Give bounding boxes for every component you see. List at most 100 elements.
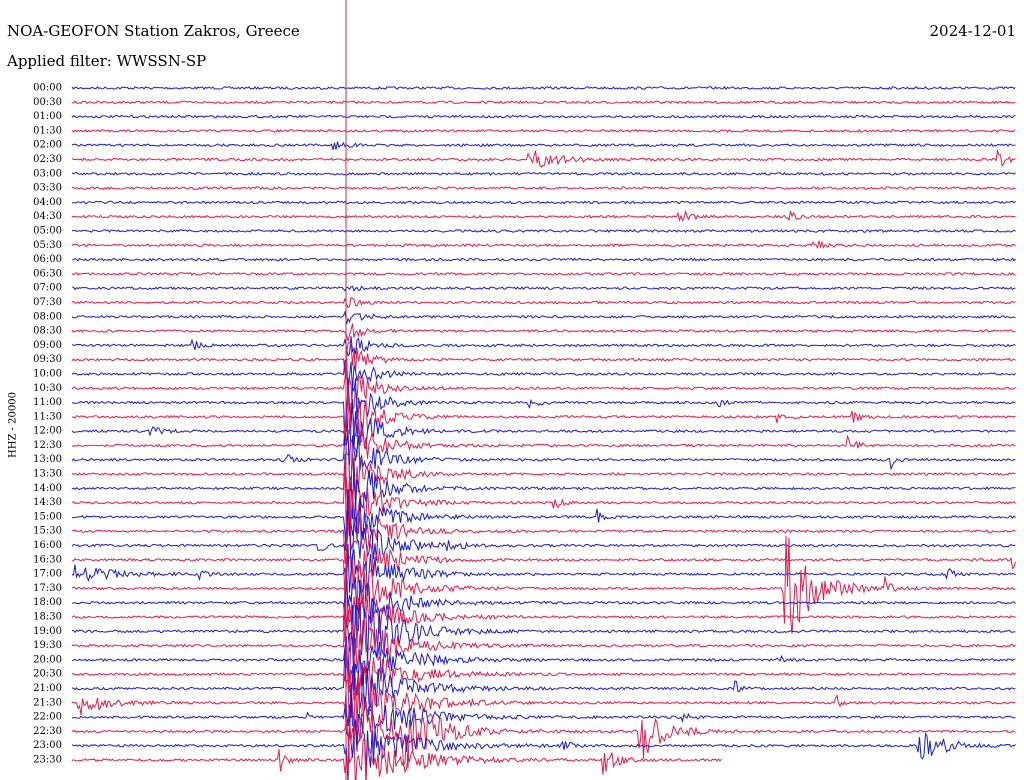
trace <box>71 171 1016 176</box>
date: 2024-12-01 <box>930 22 1016 40</box>
trace <box>71 602 1016 683</box>
trace <box>71 384 1016 446</box>
row-label: 18:30 <box>33 612 62 623</box>
row-label: 05:30 <box>33 240 62 251</box>
trace <box>71 310 1016 325</box>
trace <box>71 590 1016 665</box>
row-label: 08:30 <box>33 326 62 337</box>
row-label: 10:00 <box>33 368 62 379</box>
trace <box>71 209 1016 223</box>
trace <box>71 497 1016 564</box>
trace <box>71 631 1016 691</box>
row-label: 14:00 <box>33 483 62 494</box>
trace <box>71 544 1016 597</box>
row-label: 11:30 <box>33 411 62 422</box>
row-label: 02:00 <box>33 140 62 151</box>
trace <box>71 240 1016 249</box>
row-label: 00:00 <box>33 83 62 94</box>
row-label: 21:00 <box>33 683 62 694</box>
trace <box>71 590 1016 649</box>
trace <box>71 675 1016 740</box>
axis-label: HHZ - 20000 <box>8 392 19 458</box>
row-label: 07:30 <box>33 297 62 308</box>
row-label: 04:00 <box>33 197 62 208</box>
trace <box>71 703 1016 769</box>
trace <box>71 420 1016 459</box>
row-label: 22:00 <box>33 712 62 723</box>
row-label: 20:00 <box>33 654 62 665</box>
trace <box>71 114 1016 119</box>
trace <box>71 377 1016 437</box>
trace <box>71 429 1016 492</box>
trace <box>71 713 1016 780</box>
row-label: 11:00 <box>33 397 62 408</box>
trace <box>71 200 1016 205</box>
trace <box>71 721 722 780</box>
row-label: 19:30 <box>33 640 62 651</box>
row-label: 09:00 <box>33 340 62 351</box>
trace <box>71 357 1016 411</box>
row-label: 04:30 <box>33 211 62 222</box>
row-label: 06:30 <box>33 268 62 279</box>
row-label: 23:30 <box>33 755 62 766</box>
trace <box>71 336 1016 358</box>
trace <box>71 453 1016 513</box>
row-label: 22:30 <box>33 726 62 737</box>
title: NOA-GEOFON Station Zakros, Greece <box>7 22 300 40</box>
trace <box>71 356 1016 394</box>
trace <box>71 148 1016 168</box>
row-label: 10:30 <box>33 383 62 394</box>
row-label: 07:00 <box>33 283 62 294</box>
row-label: 05:00 <box>33 225 62 236</box>
row-label: 03:30 <box>33 183 62 194</box>
row-label: 20:30 <box>33 669 62 680</box>
row-label: 17:00 <box>33 569 62 580</box>
row-label: 15:30 <box>33 526 62 537</box>
row-label: 21:30 <box>33 697 62 708</box>
row-label: 08:00 <box>33 311 62 322</box>
row-label: 03:00 <box>33 168 62 179</box>
trace <box>71 459 1016 545</box>
row-label: 00:30 <box>33 97 62 108</box>
trace <box>71 228 1016 234</box>
row-label: 16:00 <box>33 540 62 551</box>
trace <box>71 646 1016 701</box>
row-label: 17:30 <box>33 583 62 594</box>
trace <box>71 645 1016 726</box>
trace <box>71 508 1016 570</box>
filter: Applied filter: WWSSN-SP <box>6 52 206 70</box>
trace <box>71 271 1016 276</box>
trace <box>71 100 1016 105</box>
trace <box>71 399 1016 465</box>
row-label: 13:00 <box>33 454 62 465</box>
trace <box>71 296 1016 309</box>
row-label: 13:30 <box>33 469 62 480</box>
trace <box>71 285 1016 292</box>
trace <box>71 85 1016 91</box>
trace <box>71 186 1016 191</box>
row-label: 16:30 <box>33 554 62 565</box>
trace <box>71 684 1016 746</box>
trace <box>71 341 1016 374</box>
trace <box>71 257 1016 262</box>
row-label: 01:30 <box>33 125 62 136</box>
row-label: 12:30 <box>33 440 62 451</box>
trace <box>71 323 1016 342</box>
trace <box>71 453 1016 521</box>
row-label: 14:30 <box>33 497 62 508</box>
trace <box>71 539 1016 600</box>
row-label: 15:00 <box>33 511 62 522</box>
row-label: 01:00 <box>33 111 62 122</box>
row-label: 09:30 <box>33 354 62 365</box>
row-label: 02:30 <box>33 154 62 165</box>
row-label: 18:00 <box>33 597 62 608</box>
trace <box>71 536 1016 634</box>
row-label: 06:00 <box>33 254 62 265</box>
row-label: 23:00 <box>33 740 62 751</box>
trace <box>71 128 1016 133</box>
trace <box>71 577 1016 635</box>
row-label: 12:00 <box>33 426 62 437</box>
row-label: 19:00 <box>33 626 62 637</box>
trace <box>71 141 1016 151</box>
